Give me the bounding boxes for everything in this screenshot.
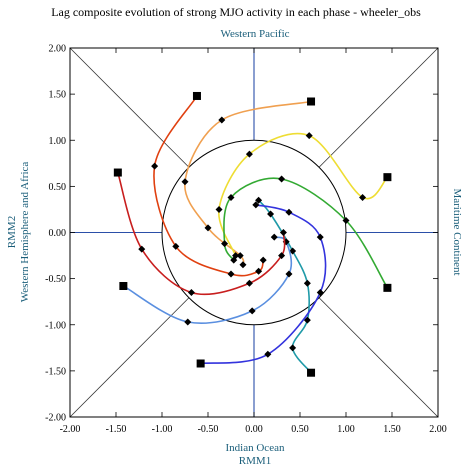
lag-point-marker <box>151 162 159 170</box>
phase-line <box>69 297 190 418</box>
start-point-marker <box>196 359 205 368</box>
lag-point-marker <box>279 229 287 236</box>
lag-point-marker <box>184 318 192 326</box>
series-group <box>181 97 316 269</box>
lag-point-marker <box>172 242 180 250</box>
lag-point-marker <box>289 247 297 255</box>
lag-point-marker <box>245 279 253 287</box>
lag-point-marker <box>255 267 263 275</box>
start-point-marker <box>192 91 201 100</box>
lag-point-marker <box>245 150 253 158</box>
lag-point-marker <box>289 344 297 352</box>
lag-point-marker <box>278 252 286 260</box>
lag-point-marker <box>259 256 267 264</box>
lag-point-marker <box>278 175 286 183</box>
lag-point-marker <box>248 307 256 315</box>
phase-line <box>318 47 439 168</box>
x-tick-label: 1.00 <box>337 424 355 435</box>
series-layer <box>113 91 392 377</box>
start-point-marker <box>113 168 122 177</box>
lag-point-marker <box>342 217 350 225</box>
phase-guides <box>69 47 439 418</box>
y-tick-label: 2.00 <box>49 44 67 55</box>
chart-title: Lag composite evolution of strong MJO ac… <box>51 5 421 19</box>
y-tick-label: -0.50 <box>45 274 66 285</box>
lag-point-marker <box>181 178 189 186</box>
start-point-marker <box>307 97 316 106</box>
right-side-label: Maritime Continent <box>451 188 461 275</box>
series-group <box>151 91 267 278</box>
series-group <box>196 201 327 368</box>
y-tick-label: 0.00 <box>49 228 67 239</box>
lag-point-marker <box>215 205 223 213</box>
lag-point-marker <box>270 233 278 241</box>
x-tick-label: -1.00 <box>152 424 173 435</box>
lag-point-marker <box>236 252 244 260</box>
phase-line <box>69 47 190 168</box>
series-group <box>113 168 287 296</box>
y-tick-label: -2.00 <box>45 413 66 424</box>
y-axis-label-2: Western Hemisphere and Africa <box>19 162 31 303</box>
axes: -2.00 -1.50 -1.00 -0.50 0.00 0.50 1.00 1.50 2.00… <box>45 44 447 436</box>
lag-point-marker <box>316 288 324 296</box>
chart-subtitle: Western Pacific <box>220 28 289 40</box>
y-axis-label: RMM2 <box>6 216 18 248</box>
start-point-marker <box>307 368 316 377</box>
lag-point-marker <box>359 193 367 201</box>
y-tick-label: -1.50 <box>45 366 66 377</box>
x-tick-label: -1.50 <box>106 424 127 435</box>
lag-point-marker <box>255 196 263 204</box>
lag-point-marker <box>316 233 324 241</box>
y-tick-label: 1.50 <box>49 90 67 101</box>
lag-point-marker <box>305 132 313 140</box>
start-point-marker <box>383 283 392 292</box>
series-group <box>221 175 392 292</box>
lag-point-marker <box>227 193 235 201</box>
x-axis-label-2: RMM1 <box>239 455 271 466</box>
y-tick-label: 0.50 <box>49 182 67 193</box>
lag-point-marker <box>204 224 212 232</box>
series-group <box>215 132 392 260</box>
lag-point-marker <box>230 256 238 264</box>
lag-point-marker <box>264 350 272 358</box>
x-tick-label: 2.00 <box>429 424 447 435</box>
lag-point-marker <box>285 208 293 216</box>
x-tick-label: -0.50 <box>198 424 219 435</box>
start-point-marker <box>119 282 128 291</box>
lag-point-marker <box>303 316 311 324</box>
series-group <box>255 196 316 377</box>
lag-point-marker <box>267 210 275 218</box>
lag-point-marker <box>138 245 146 253</box>
lag-point-marker <box>285 270 293 278</box>
x-tick-label: 1.50 <box>383 424 401 435</box>
x-axis-label: Indian Ocean <box>226 442 285 454</box>
phase-line <box>318 297 439 418</box>
x-tick-label: -2.00 <box>60 424 81 435</box>
lag-point-marker <box>239 261 247 269</box>
lag-point-marker <box>221 240 229 248</box>
lag-point-marker <box>187 288 195 296</box>
lag-point-marker <box>252 201 260 209</box>
start-point-marker <box>383 173 392 182</box>
unit-circle <box>161 139 347 326</box>
y-tick-label: -1.00 <box>45 320 66 331</box>
lag-point-marker <box>218 116 226 124</box>
x-tick-label: 0.50 <box>291 424 309 435</box>
x-tick-label: 0.00 <box>245 424 263 435</box>
lag-point-marker <box>303 279 311 287</box>
y-tick-label: 1.00 <box>49 136 67 147</box>
lag-point-marker <box>227 270 235 278</box>
